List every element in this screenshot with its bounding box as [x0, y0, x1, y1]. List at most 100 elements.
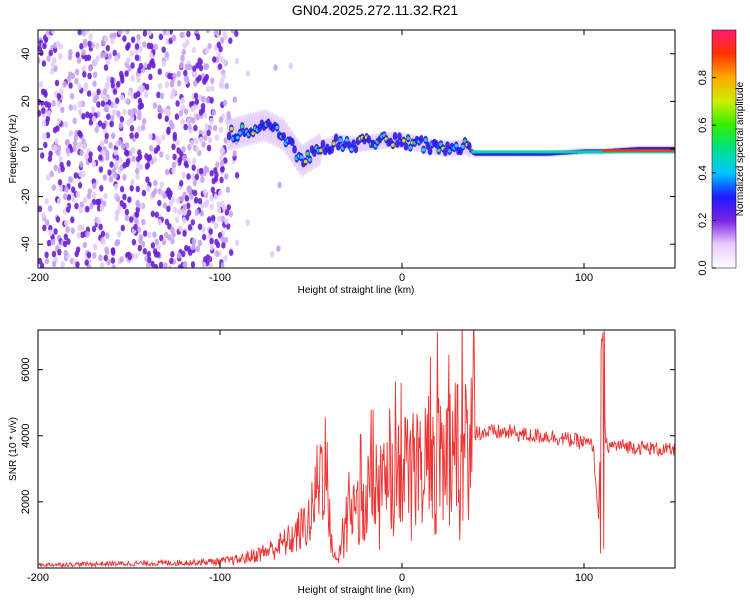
- ridge-core: [427, 147, 433, 156]
- ridge-hotspot: [454, 143, 459, 148]
- noise-blob: [100, 261, 105, 268]
- noise-blob: [99, 52, 105, 59]
- noise-blob: [182, 154, 187, 162]
- noise-blob: [101, 149, 106, 157]
- noise-blob: [148, 133, 153, 140]
- noise-blob: [72, 145, 77, 153]
- noise-blob: [91, 115, 97, 123]
- noise-blob: [110, 257, 116, 264]
- noise-blob: [161, 134, 166, 141]
- noise-blob: [48, 49, 53, 57]
- noise-blob: [203, 63, 208, 70]
- x-tick-label: -200: [27, 272, 49, 284]
- noise-blob: [172, 206, 178, 214]
- noise-blob: [57, 248, 62, 256]
- noise-blob: [226, 204, 231, 211]
- noise-blob: [187, 123, 192, 131]
- noise-blob: [99, 204, 105, 212]
- noise-blob: [194, 173, 199, 181]
- noise-blob: [151, 62, 156, 69]
- noise-blob: [137, 86, 142, 93]
- noise-blob: [152, 231, 157, 238]
- noise-blob: [124, 208, 130, 216]
- noise-blob: [174, 216, 180, 224]
- noise-blob: [186, 117, 191, 124]
- noise-blob: [74, 68, 80, 76]
- noise-blob: [41, 60, 47, 67]
- noise-blob: [209, 97, 214, 104]
- ridge-core: [329, 145, 335, 154]
- noise-blob: [41, 107, 46, 114]
- noise-blob: [131, 238, 137, 246]
- colorbar-tick-label: 0.2: [697, 213, 709, 228]
- ridge-hotspot: [236, 135, 240, 140]
- noise-blob: [138, 62, 144, 70]
- noise-blob: [96, 198, 102, 206]
- noise-blob: [163, 262, 168, 268]
- noise-blob: [211, 214, 216, 222]
- noise-blob: [106, 75, 111, 83]
- noise-blob: [172, 72, 177, 80]
- noise-blob: [111, 264, 116, 268]
- noise-blob: [99, 185, 104, 192]
- noise-blob: [114, 183, 119, 191]
- noise-blob: [222, 99, 228, 107]
- noise-blob: [217, 215, 222, 223]
- noise-blob: [185, 39, 190, 46]
- noise-blob: [194, 209, 200, 216]
- noise-blob: [153, 147, 159, 154]
- noise-blob: [198, 136, 204, 144]
- noise-blob: [48, 205, 53, 212]
- noise-blob: [205, 85, 211, 93]
- noise-blob: [53, 228, 58, 235]
- noise-blob: [205, 254, 210, 261]
- noise-blob: [213, 222, 219, 229]
- noise-blob: [75, 261, 80, 268]
- noise-blob: [147, 231, 152, 239]
- noise-blob: [190, 261, 196, 268]
- noise-blob: [191, 238, 197, 245]
- noise-blob: [66, 206, 71, 213]
- noise-blob: [129, 185, 134, 192]
- noise-blob: [84, 259, 89, 267]
- noise-blob: [220, 165, 225, 173]
- noise-blob: [91, 191, 97, 199]
- snr-frame: [37, 329, 676, 569]
- noise-blob: [204, 47, 210, 54]
- noise-blob: [146, 261, 151, 268]
- ridge-hotspot: [319, 148, 323, 153]
- noise-blob: [145, 176, 150, 183]
- noise-blob: [159, 181, 165, 189]
- noise-blob: [122, 162, 127, 169]
- noise-blob: [193, 137, 199, 145]
- noise-blob: [186, 202, 191, 210]
- noise-blob: [71, 186, 76, 193]
- noise-blob: [161, 46, 166, 53]
- noise-blob: [58, 185, 63, 192]
- noise-blob: [106, 58, 111, 66]
- noise-blob: [102, 88, 108, 95]
- noise-blob: [74, 77, 79, 85]
- noise-blob: [202, 188, 208, 196]
- noise-blob: [68, 104, 73, 111]
- noise-blob: [65, 139, 70, 146]
- noise-blob: [67, 53, 73, 61]
- noise-blob: [72, 104, 78, 111]
- noise-blob: [99, 140, 105, 148]
- noise-blob: [66, 194, 72, 201]
- noise-blob: [119, 70, 124, 78]
- noise-blob: [190, 219, 195, 226]
- colorbar-frame: [711, 29, 737, 269]
- noise-blob: [44, 257, 50, 265]
- noise-blob: [103, 254, 109, 262]
- ridge-hotspot: [345, 138, 349, 142]
- noise-blob: [47, 155, 53, 162]
- noise-blob: [193, 92, 199, 100]
- noise-blob: [207, 42, 212, 50]
- noise-blob: [109, 161, 114, 168]
- noise-blob: [221, 242, 226, 249]
- noise-blob: [50, 30, 55, 34]
- noise-blob: [212, 56, 217, 63]
- noise-blob: [69, 92, 75, 100]
- ridge-hotspot: [338, 138, 343, 142]
